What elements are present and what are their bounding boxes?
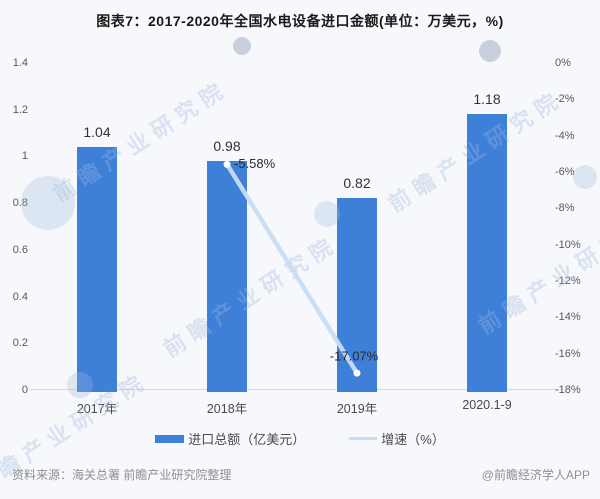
- y-axis-left-tick: 0.4: [12, 290, 28, 303]
- y-axis-left-tick: 1.2: [12, 103, 28, 116]
- y-axis-right-tick: 0%: [555, 57, 571, 69]
- x-axis-label: 2017年: [76, 402, 118, 416]
- legend: 进口总额（亿美元） 增速（%）: [0, 429, 600, 448]
- legend-item-growth: 增速（%）: [349, 429, 445, 448]
- y-axis-left-tick: 1: [21, 150, 28, 163]
- x-axis-label: 2018年: [206, 402, 248, 416]
- growth-point-marker: [223, 160, 231, 168]
- y-axis-right-tick: -10%: [555, 238, 581, 251]
- y-axis-right-tick: -16%: [555, 347, 581, 360]
- chart-title: 图表7：2017-2020年全国水电设备进口金额(单位：万美元，%): [96, 13, 504, 29]
- y-axis-right-tick: -12%: [555, 275, 581, 287]
- y-axis-right-tick: -8%: [555, 202, 575, 215]
- legend-label-imports: 进口总额（亿美元）: [188, 432, 306, 447]
- bar-value-label: 1.18: [473, 91, 501, 108]
- y-axis-right-tick: -6%: [555, 166, 575, 178]
- y-axis-left-tick: 1.4: [12, 57, 28, 69]
- y-axis-left-tick: 0.8: [12, 197, 28, 210]
- y-axis-left-tick: 0.6: [12, 243, 28, 256]
- y-axis-right-tick: -14%: [555, 311, 581, 324]
- y-axis-left-tick: 0: [21, 384, 28, 396]
- credit-text: @前瞻经济学人APP: [481, 468, 590, 482]
- watermark-logo-icon: [67, 372, 93, 398]
- y-axis-right-tick: -2%: [555, 93, 575, 106]
- x-axis-label: 2019年: [336, 402, 378, 416]
- bar: [337, 198, 377, 392]
- legend-label-growth: 增速（%）: [381, 432, 445, 447]
- bar: [207, 161, 247, 392]
- watermark-logo-icon: [21, 176, 75, 230]
- watermark-logo-icon: [233, 37, 251, 55]
- x-axis-label: 2020.1-9: [462, 398, 512, 412]
- bar-value-label: 0.82: [343, 175, 371, 192]
- bar-value-label: 1.04: [83, 124, 111, 141]
- line-series-swatch: [349, 437, 378, 440]
- watermark-logo-icon: [573, 165, 597, 189]
- growth-point-marker: [353, 369, 361, 377]
- watermark-logo-icon: [314, 201, 340, 227]
- growth-value-label: -5.58%: [234, 156, 276, 172]
- y-axis-left-tick: 0.2: [12, 337, 28, 350]
- y-axis-right-tick: -4%: [555, 129, 575, 142]
- bar: [77, 147, 117, 392]
- y-axis-right-tick: -18%: [555, 384, 581, 396]
- watermark-logo-icon: [479, 40, 501, 62]
- bar-value-label: 0.98: [213, 138, 241, 155]
- bar-series-swatch: [155, 434, 185, 443]
- bar: [467, 114, 507, 392]
- source-text: 资料来源：海关总署 前瞻产业研究院整理: [12, 468, 232, 482]
- growth-value-label: -17.07%: [329, 348, 379, 364]
- legend-item-imports: 进口总额（亿美元）: [155, 429, 305, 448]
- axis-baseline: [30, 389, 562, 390]
- growth-line-path: [224, 162, 360, 376]
